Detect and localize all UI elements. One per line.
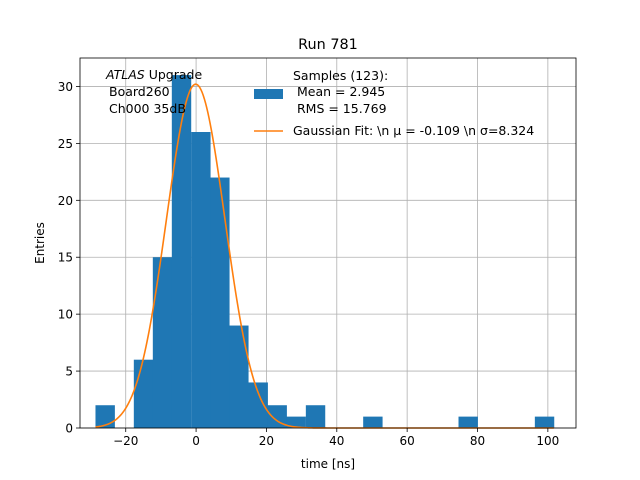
- histogram-bar: [534, 416, 555, 428]
- legend-fit-label: Gaussian Fit: \n μ = -0.109 \n σ=8.324: [293, 123, 534, 138]
- histogram-bar: [95, 405, 115, 428]
- plot-frame: [79, 57, 577, 429]
- channel-label: Ch000 35dB: [109, 101, 186, 116]
- legend: Samples (123): Mean = 2.945 RMS = 15.769…: [254, 68, 534, 138]
- y-axis-ticks: 0 5 10 15 20 25 30: [58, 80, 80, 436]
- x-tick-label: 0: [192, 434, 200, 448]
- x-axis-label: time [ns]: [301, 457, 355, 471]
- histogram-bar: [171, 75, 192, 429]
- annotation-block: ATLAS Upgrade Board260 Ch000 35dB: [105, 67, 202, 116]
- x-tick-label: −20: [113, 434, 138, 448]
- y-tick-label: 20: [58, 194, 73, 208]
- histogram-bar: [248, 382, 268, 428]
- histogram-bar: [458, 416, 478, 428]
- histogram-bar: [210, 177, 230, 428]
- histogram-bar: [286, 416, 306, 428]
- x-tick-label: 60: [400, 434, 415, 448]
- atlas-label: ATLAS Upgrade: [105, 67, 202, 82]
- y-tick-label: 15: [58, 251, 73, 265]
- y-tick-label: 30: [58, 80, 73, 94]
- histogram-bar: [152, 257, 173, 428]
- upgrade-text: Upgrade: [145, 67, 203, 82]
- chart-title: Run 781: [298, 37, 358, 53]
- legend-samples-mean: Mean = 2.945: [293, 84, 385, 99]
- x-tick-label: 100: [536, 434, 559, 448]
- y-tick-label: 25: [58, 137, 73, 151]
- histogram-bar: [133, 359, 154, 428]
- y-axis-label: Entries: [33, 222, 47, 264]
- histogram-bar: [191, 132, 211, 428]
- legend-samples-title: Samples (123):: [293, 68, 388, 83]
- atlas-text: ATLAS: [105, 67, 145, 82]
- board-label: Board260: [109, 84, 170, 99]
- histogram-bars: [95, 75, 555, 429]
- y-tick-label: 5: [65, 365, 73, 379]
- histogram-bar: [363, 416, 383, 428]
- histogram-bar: [267, 405, 287, 428]
- y-tick-label: 10: [58, 308, 73, 322]
- histogram-bar: [229, 325, 249, 428]
- y-tick-label: 0: [65, 422, 73, 436]
- legend-samples-rms: RMS = 15.769: [293, 101, 387, 116]
- x-tick-label: 40: [329, 434, 344, 448]
- x-axis-ticks: −20 0 20 40 60 80 100: [113, 428, 559, 448]
- x-tick-label: 80: [470, 434, 485, 448]
- x-tick-label: 20: [259, 434, 274, 448]
- histogram-bar: [305, 405, 326, 428]
- legend-bars-swatch: [254, 89, 283, 99]
